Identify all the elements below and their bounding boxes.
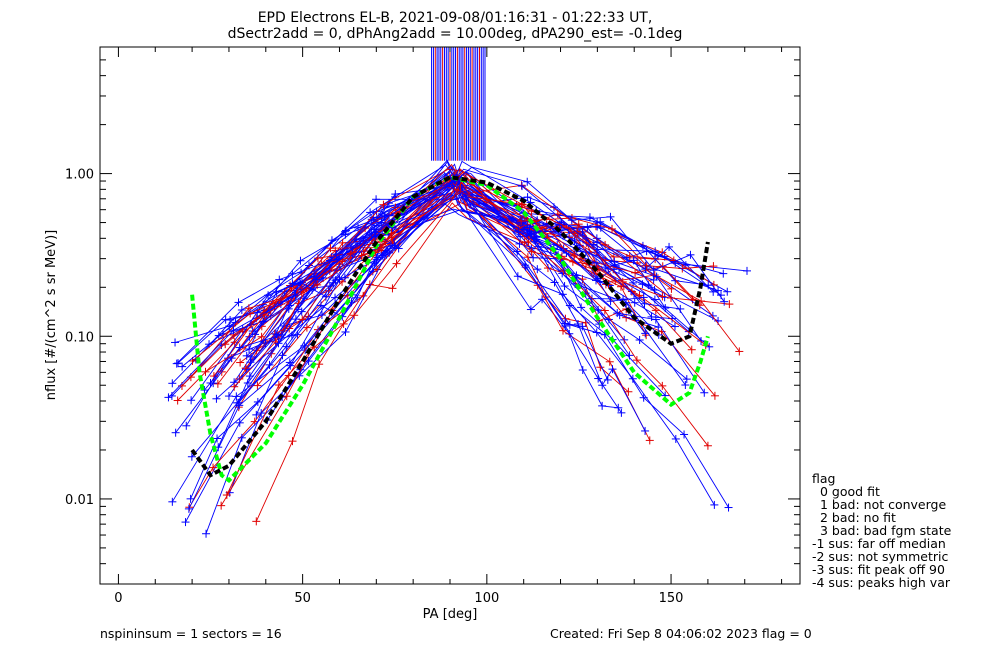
data-trace [250, 173, 666, 396]
data-trace [255, 192, 646, 432]
data-trace [190, 163, 609, 378]
data-trace [252, 189, 600, 332]
x-tick-label: 150 [659, 591, 684, 606]
footer-left: nspininsum = 1 sectors = 16 [100, 626, 282, 641]
chart-title-line1: EPD Electrons EL-B, 2021-09-08/01:16:31 … [258, 10, 653, 26]
flag-legend-item: -3 sus: fit peak off 90 [812, 562, 945, 577]
data-trace [185, 186, 619, 523]
data-trace [236, 180, 673, 404]
flag-legend-item: 0 good fit [820, 484, 880, 499]
data-trace [220, 182, 714, 506]
data-trace [245, 174, 659, 370]
x-tick-label: 0 [114, 591, 122, 606]
flag-legend-item: 3 bad: bad fgm state [820, 523, 952, 538]
flag-legend-item: 2 bad: no fit [820, 510, 896, 525]
flag-legend-item: -4 sus: peaks high var [812, 575, 951, 590]
axes: 0 50 100 150 0.01 0.10 1.00 [65, 46, 800, 606]
flag-legend-item: 1 bad: not converge [820, 497, 946, 512]
y-axis-label: nflux [#/(cm^2 s sr MeV)] [44, 230, 59, 400]
data-trace [174, 184, 681, 343]
y-tick-label: 1.00 [65, 168, 94, 183]
fit-curve-green [190, 175, 710, 484]
plot-area [164, 47, 752, 538]
data-trace [175, 171, 609, 433]
y-tick-label: 0.10 [65, 330, 94, 345]
fit-curve-black [190, 175, 710, 478]
flag-legend: flag 0 good fit 1 bad: not converge 2 ba… [812, 471, 952, 590]
flag-legend-title: flag [812, 471, 835, 486]
x-tick-label: 100 [474, 591, 499, 606]
data-trace [210, 208, 748, 384]
flag-legend-item: -1 sus: far off median [812, 536, 946, 551]
x-axis-label: PA [deg] [423, 607, 478, 622]
chart-title-line2: dSectr2add = 0, dPhAng2add = 10.00deg, d… [228, 26, 683, 42]
flag-legend-item: -2 sus: not symmetric [812, 549, 948, 564]
data-trace [248, 164, 644, 350]
footer-right: Created: Fri Sep 8 04:06:02 2023 flag = … [550, 626, 812, 641]
data-trace [190, 186, 635, 499]
x-tick-label: 50 [294, 591, 311, 606]
data-trace [216, 189, 666, 400]
y-tick-label: 0.01 [65, 493, 94, 508]
